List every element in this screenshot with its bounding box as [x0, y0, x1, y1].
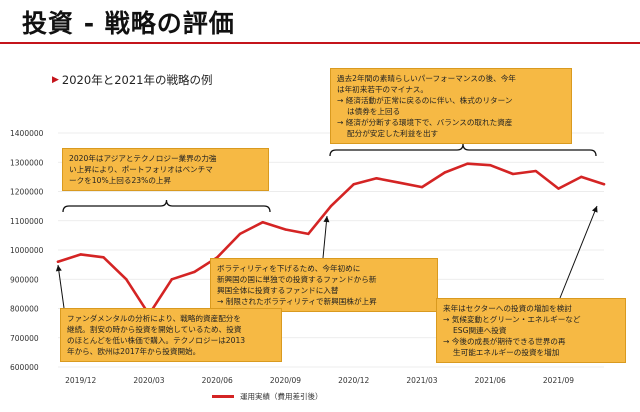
y-tick-label: 800000: [10, 305, 39, 314]
data-point: [56, 260, 60, 263]
data-point: [261, 221, 264, 224]
annotation-line: 2020年はアジアとテクノロジー業界の力強: [69, 154, 217, 163]
title-divider: [0, 42, 640, 44]
y-tick-label: 1100000: [10, 217, 44, 226]
chart-subtitle: ▶ 2020年と2021年の戦略の例: [52, 72, 212, 88]
bullet-triangle-icon: ▶: [52, 75, 59, 85]
y-tick-label: 1000000: [10, 246, 44, 255]
x-tick-label: 2020/06: [202, 376, 233, 385]
annotation-line: ESG関連へ投資: [443, 326, 507, 335]
data-point: [193, 270, 196, 274]
legend-label: 運用実績（費用差引後）: [240, 392, 323, 401]
data-point: [534, 169, 537, 173]
annotation-line: は債券を上回る: [337, 107, 401, 116]
data-point: [466, 162, 469, 165]
data-point: [170, 278, 173, 281]
data-point: [125, 278, 128, 281]
x-tick-label: 2020/09: [270, 376, 301, 385]
legend-swatch: [212, 395, 234, 398]
annotation-line: 継続。割安の時から投資を開始しているため、投資: [67, 325, 242, 334]
y-tick-label: 700000: [10, 334, 39, 343]
annotation-line: → 制限されたボラティリティで新興国株が上昇: [217, 297, 377, 306]
annotation-fundamentals: ファンダメンタルの分析により、戦略的資産配分を 継続。割安の時から投資を開始して…: [60, 308, 282, 362]
data-point: [420, 185, 424, 189]
annotation-line: → 経済活動が正常に戻るのに伴い、株式のリターン: [337, 96, 513, 105]
data-point: [398, 181, 401, 184]
data-point: [375, 177, 378, 180]
page-title: 投資 ‐ 戦略の評価: [22, 9, 235, 38]
x-tick-label: 2019/12: [65, 376, 96, 385]
data-point: [489, 163, 492, 167]
annotation-line: ークを10%上回る23%の上昇: [69, 176, 172, 185]
annotation-2020-summary: 2020年はアジアとテクノロジー業界の力強 い上昇により、ポートフォリオはベンチ…: [62, 148, 269, 191]
annotation-line: → 気候変動とグリーン・エネルギーなど: [443, 315, 581, 324]
annotation-line: 配分が安定した利益を出す: [337, 129, 439, 138]
bracket-2020: [62, 199, 271, 213]
data-point: [557, 187, 560, 190]
data-point: [216, 256, 219, 259]
x-tick-label: 2020/12: [338, 376, 369, 385]
annotation-line: ボラティリティを下げるため、今年初めに: [217, 264, 361, 273]
data-point: [238, 232, 242, 236]
subtitle-text: 2020年と2021年の戦略の例: [61, 73, 213, 87]
y-tick-label: 900000: [10, 275, 39, 284]
data-point: [79, 253, 82, 256]
data-point: [284, 228, 287, 231]
annotation-line: → 今後の成長が期待できる世界の再: [443, 337, 566, 346]
data-point: [511, 172, 515, 176]
y-tick-label: 600000: [10, 363, 39, 372]
data-point: [307, 232, 310, 236]
chart-legend: 運用実績（費用差引後）: [212, 391, 323, 402]
x-tick-label: 2021/09: [543, 376, 574, 385]
annotation-line: は年初来若干のマイナス。: [337, 85, 428, 94]
annotation-2021-summary: 過去2年間の素晴らしいパーフォーマンスの後、今年 は年初来若干のマイナス。 → …: [330, 68, 572, 144]
annotation-line: 過去2年間の素晴らしいパーフォーマンスの後、今年: [337, 74, 516, 83]
x-tick-label: 2021/03: [406, 376, 437, 385]
annotation-line: のほとんどを低い株価で購入。テクノロジーは2013: [67, 336, 246, 345]
annotation-line: 来年はセクターへの投資の増加を検討: [443, 304, 572, 313]
annotation-line: ファンダメンタルの分析により、戦略的資産配分を: [67, 314, 241, 323]
arrow-volatility: [322, 215, 330, 259]
annotation-line: 興国全体に投資するファンドに入替: [217, 286, 339, 295]
x-tick-label: 2021/06: [475, 376, 506, 385]
y-tick-label: 1400000: [10, 129, 44, 138]
annotation-next-year: 来年はセクターへの投資の増加を検討 → 気候変動とグリーン・エネルギーなど ES…: [436, 298, 626, 363]
data-point: [352, 182, 355, 186]
x-tick-label: 2020/03: [133, 376, 164, 385]
data-point: [329, 204, 333, 208]
y-tick-label: 1200000: [10, 188, 44, 197]
data-point: [602, 182, 606, 186]
annotation-line: 生可能エネルギーの投資を増加: [443, 348, 560, 357]
annotation-volatility: ボラティリティを下げるため、今年初めに 新興国の国に単独での投資するファンドから…: [210, 258, 438, 312]
y-tick-label: 1300000: [10, 158, 44, 167]
annotation-line: 年から、欧州は2017年から投資開始。: [67, 347, 201, 356]
annotation-line: い上昇により、ポートフォリオはベンチマ: [69, 165, 213, 174]
annotation-line: → 経済が分断する環境下で、バランスの取れた資産: [337, 118, 513, 127]
annotation-line: 新興国の国に単独での投資するファンドから新: [217, 275, 377, 284]
data-point: [580, 175, 583, 179]
bracket-2021: [329, 143, 597, 157]
data-point: [443, 171, 446, 174]
arrow-next-year: [559, 205, 598, 299]
data-point: [102, 256, 105, 259]
arrow-fundamentals-start: [55, 264, 65, 309]
